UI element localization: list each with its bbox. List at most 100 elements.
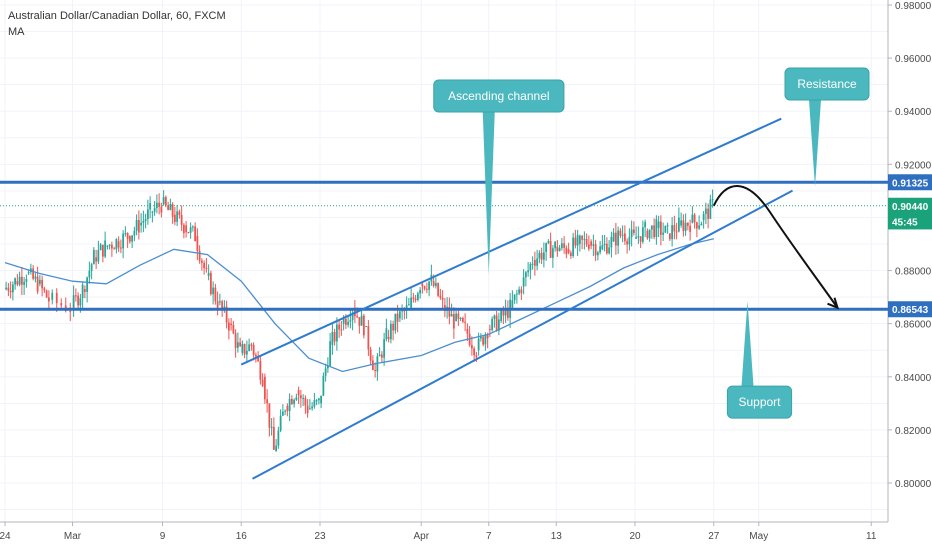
candle-body: [464, 321, 467, 323]
candle-body: [279, 415, 282, 431]
candle-body: [491, 318, 494, 331]
candle-body: [344, 318, 347, 325]
candle-body: [90, 264, 93, 271]
candle-body: [25, 278, 28, 282]
candle-body: [122, 233, 125, 249]
candle-body: [565, 247, 568, 255]
candle-body: [513, 294, 516, 301]
candle-body: [628, 236, 631, 245]
candle-body: [617, 230, 620, 246]
y-tick-label: 0.98000: [895, 1, 932, 12]
candle-body: [34, 276, 37, 279]
candle-body: [637, 236, 640, 238]
candle-body: [398, 311, 401, 319]
candle-body: [484, 335, 487, 345]
candle-body: [227, 322, 230, 331]
candle-body: [380, 354, 383, 358]
candle-body: [691, 214, 694, 223]
candle-body: [605, 243, 608, 254]
candle-body: [135, 219, 138, 231]
candle-body: [113, 248, 116, 250]
candle-body: [250, 344, 253, 346]
candle-body: [36, 276, 39, 292]
x-tick-label: 11: [866, 531, 877, 542]
candle-body: [423, 286, 426, 289]
candle-body: [124, 233, 127, 235]
x-tick-label: 23: [314, 531, 326, 542]
candle-body: [488, 328, 491, 331]
candle-body: [72, 295, 75, 308]
candle-body: [506, 308, 509, 318]
candle-body: [97, 250, 100, 262]
candle-body: [182, 224, 185, 234]
x-tick-label: 9: [160, 531, 166, 542]
candle-body: [396, 313, 399, 322]
candle-body: [320, 395, 323, 404]
callout-box: [726, 385, 793, 419]
callout-pointer: [809, 100, 821, 187]
candle-body: [497, 319, 500, 331]
candle-body: [335, 324, 338, 342]
candle-body: [450, 314, 453, 317]
candle-body: [41, 279, 44, 289]
candle-body: [239, 342, 242, 347]
candle-body: [673, 225, 676, 232]
candle-body: [342, 318, 345, 324]
candle-body: [236, 342, 239, 348]
candle-body: [711, 199, 714, 201]
candle-body: [232, 324, 235, 334]
candle-body: [47, 297, 50, 302]
candle-body: [567, 249, 570, 253]
candle-body: [180, 215, 183, 225]
channel-lower-line: [252, 189, 793, 480]
candle-body: [151, 211, 154, 213]
candle-body: [131, 235, 134, 242]
candle-body: [511, 300, 514, 308]
candle-body: [270, 427, 273, 429]
candle-body: [252, 344, 255, 355]
candle-body: [326, 365, 329, 369]
candle-body: [268, 403, 271, 428]
candle-body: [556, 246, 559, 252]
candle-body: [466, 328, 469, 334]
candle-body: [482, 336, 485, 345]
candle-body: [119, 247, 122, 249]
candle-body: [83, 289, 86, 292]
candle-body: [9, 290, 12, 293]
candle-body: [338, 324, 341, 330]
candle-body: [500, 310, 503, 322]
price-label: 0.91325: [892, 178, 929, 189]
candle-body: [164, 197, 167, 206]
candle-body: [662, 232, 665, 235]
candle-body: [55, 292, 58, 304]
candle-body: [79, 298, 82, 306]
candle-body: [194, 226, 197, 242]
candle-body: [702, 213, 705, 221]
candle-body: [308, 408, 311, 410]
candle-body: [234, 333, 237, 348]
candle-body: [644, 222, 647, 228]
candle-body: [176, 211, 179, 222]
candle-body: [322, 375, 325, 396]
candle-body: [428, 281, 431, 290]
candle-body: [261, 379, 264, 387]
candle-body: [286, 405, 289, 412]
candle-body: [401, 310, 404, 312]
candle-body: [196, 236, 199, 251]
price-label-bg: [888, 174, 932, 191]
candle-body: [349, 320, 352, 322]
x-tick-label: Apr: [413, 531, 429, 542]
candle-body: [452, 314, 455, 329]
candle-body: [626, 241, 629, 245]
candle-body: [470, 344, 473, 349]
candle-body: [666, 225, 669, 227]
candle-body: [572, 237, 575, 256]
candle-body: [259, 361, 262, 380]
candle-body: [538, 252, 541, 259]
candle-body: [221, 301, 224, 310]
price-label-bg: [888, 197, 932, 214]
candle-body: [69, 311, 72, 313]
candle-body: [578, 235, 581, 244]
candle-body: [682, 220, 685, 231]
candle-body: [432, 281, 435, 286]
